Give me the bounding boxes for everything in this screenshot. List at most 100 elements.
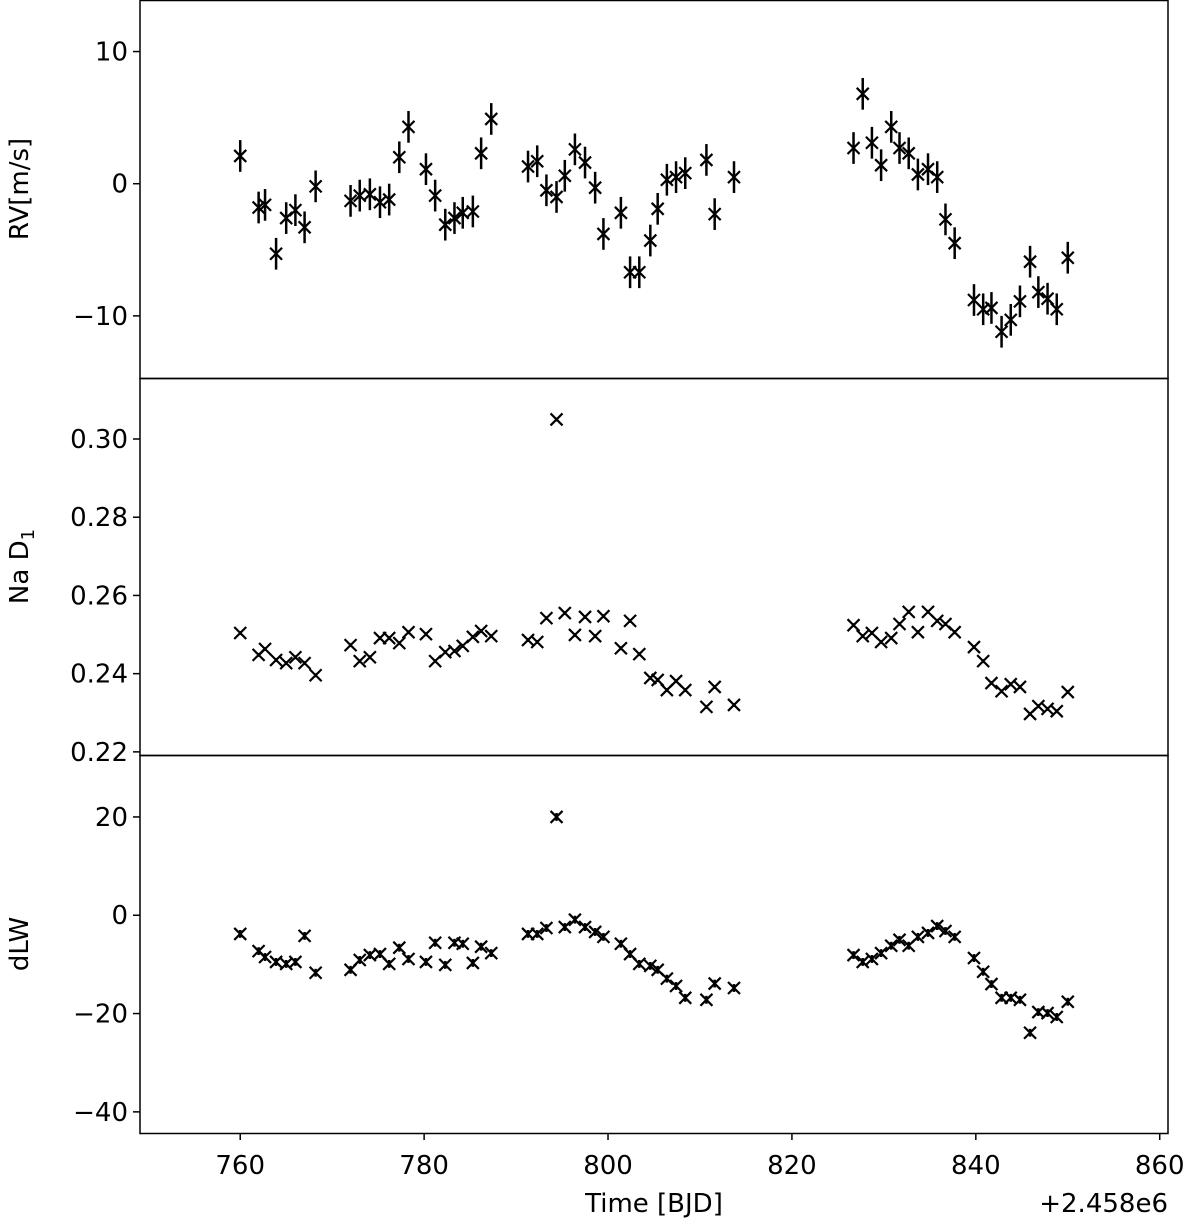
data-point [530,635,545,649]
x-marker [967,951,981,965]
data-point [1040,1006,1055,1020]
data-point [727,698,741,712]
x-marker [901,146,916,161]
y-tick-label: 0.26 [70,581,128,611]
x-marker [392,636,407,650]
y-tick-label: 20 [95,803,128,833]
x-marker [707,207,722,221]
data-point [967,284,981,316]
data-point [466,630,480,644]
x-marker [938,924,953,938]
x-marker [549,190,564,204]
data-point [352,654,367,668]
x-marker [401,120,416,134]
x-marker [596,227,611,241]
data-point [643,224,658,257]
x-marker [884,938,899,953]
data-point [588,629,602,643]
x-marker [678,991,693,1005]
data-point [1049,704,1064,718]
x-marker [1023,254,1037,269]
x-marker [343,194,358,208]
y-tick-label: 0.22 [70,738,128,768]
x-marker [558,606,572,620]
x-marker [1060,994,1075,1009]
x-marker [1060,685,1075,699]
data-point [428,935,442,950]
x-marker [521,159,535,174]
x-marker [297,929,312,943]
data-point [911,158,925,191]
x-marker [382,631,396,645]
x-marker [1049,704,1064,718]
data-point [419,153,433,186]
data-point [967,951,981,965]
data-point [419,955,433,969]
x-marker [447,644,462,658]
x-marker [994,684,1009,699]
data-point [447,202,462,234]
x-marker [392,940,407,955]
data-point [994,315,1009,348]
data-point [614,196,628,229]
x-marker [1049,302,1064,317]
x-marker [474,939,488,954]
y-axis-label: dLW [5,917,35,971]
x-marker [846,948,861,962]
x-marker [632,957,647,971]
data-point [623,256,637,289]
x-marker [352,953,367,967]
data-point [846,948,861,962]
x-marker [578,610,592,624]
x-marker [269,653,283,667]
data-point [438,958,453,972]
x-marker [947,930,962,944]
x-marker [650,202,665,216]
x-marker [699,993,714,1007]
data-point [288,650,303,665]
x-marker [699,153,714,167]
x-marker [678,166,693,180]
x-marker [233,626,248,640]
x-marker [484,629,499,643]
data-point [1060,685,1075,699]
data-point [874,635,888,649]
data-point [984,977,999,991]
data-point [568,628,582,642]
data-point [1031,699,1046,713]
data-point [539,611,554,625]
data-point [438,208,453,241]
data-point [967,640,981,654]
data-point [549,810,564,824]
data-point [549,181,564,213]
x-marker [258,198,272,212]
x-marker [921,926,935,940]
x-marker [1003,677,1018,691]
x-marker [549,810,564,824]
data-point [568,133,582,166]
x-marker [892,141,907,155]
x-tick-label: 820 [767,1151,817,1181]
x-tick-label: 860 [1135,1151,1185,1181]
data-point [947,625,962,639]
x-marker [352,654,367,668]
data-point [699,700,714,714]
data-point [484,629,499,643]
data-point [484,103,499,135]
x-marker [976,964,990,979]
data-point [660,163,674,196]
x-marker [660,971,674,986]
x-marker [578,155,592,170]
data-point [632,647,647,661]
data-point [382,957,396,971]
x-marker [892,617,907,631]
data-point [392,940,407,955]
x-marker [297,220,312,235]
x-marker [884,120,899,134]
x-marker [428,188,442,203]
data-point [558,159,572,192]
data-point [474,624,488,638]
x-marker [258,642,272,656]
data-point [578,610,592,624]
x-marker [401,625,416,639]
